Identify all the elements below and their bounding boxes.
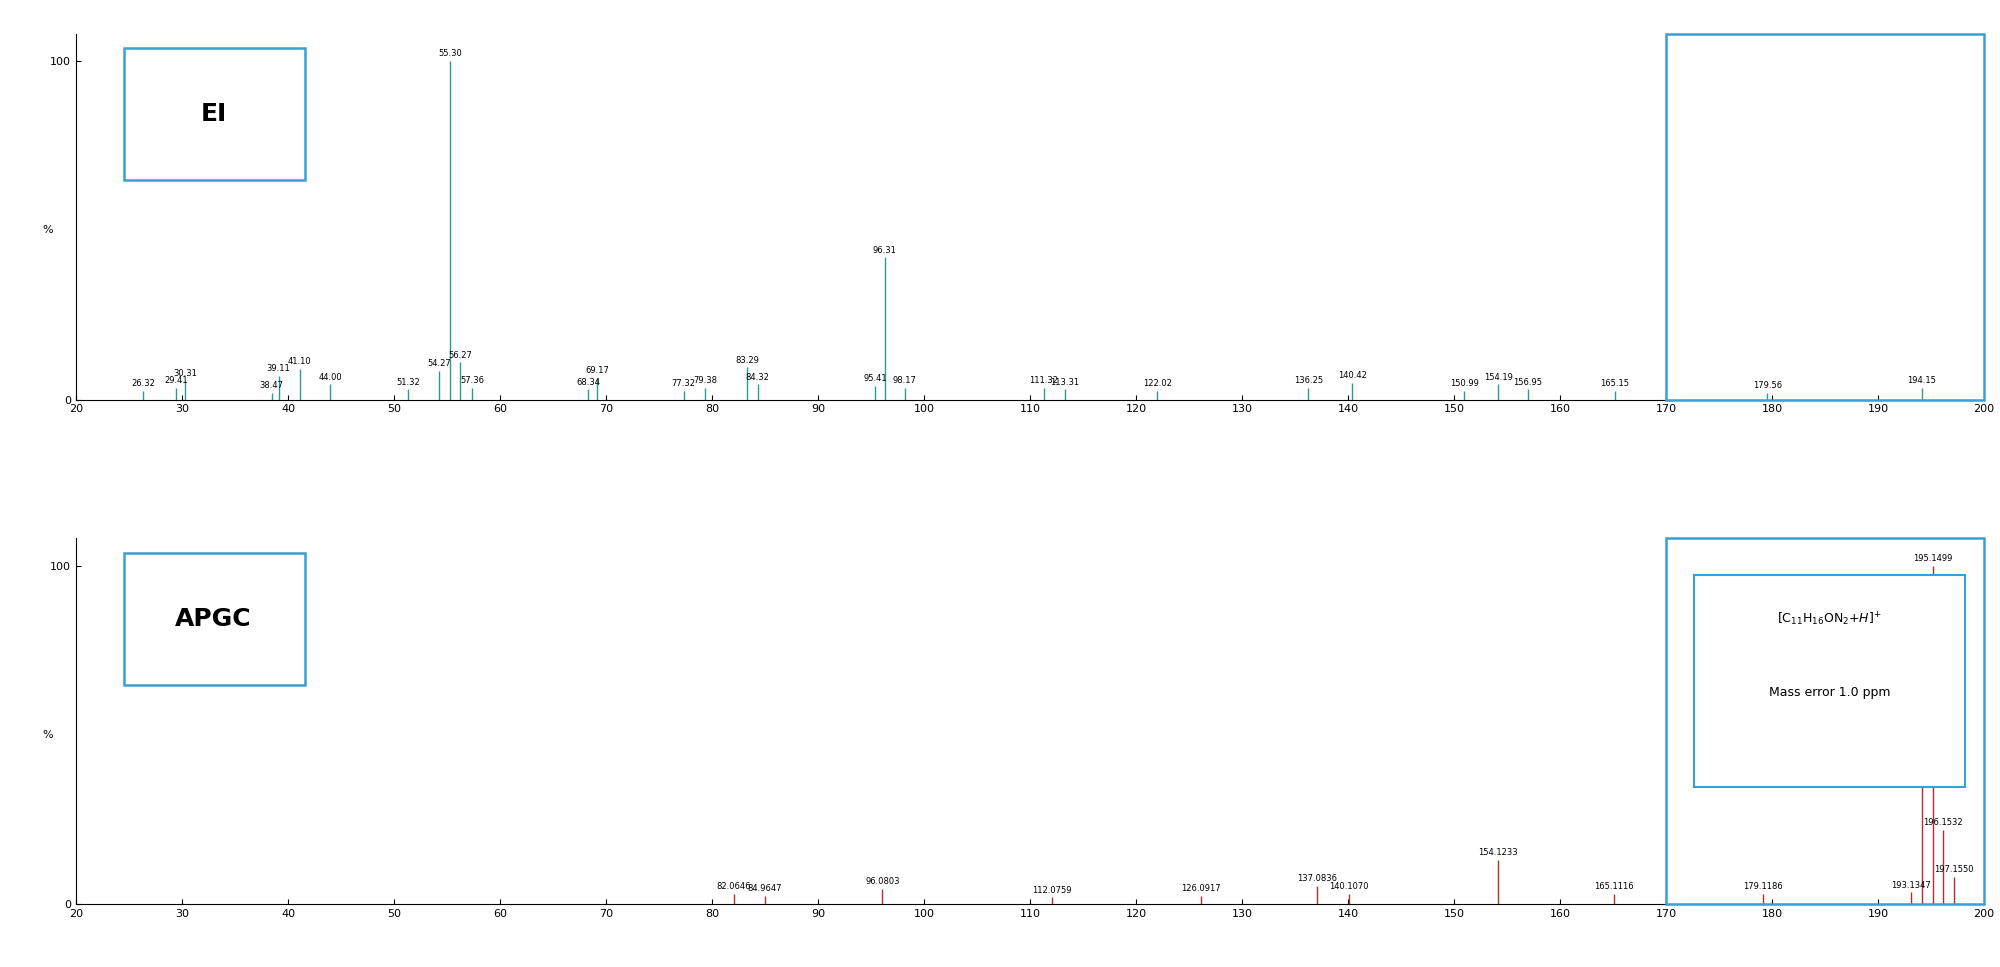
FancyBboxPatch shape (124, 553, 304, 685)
Text: 156.95: 156.95 (1514, 378, 1542, 387)
Text: 83.29: 83.29 (734, 356, 758, 365)
Text: 82.0646: 82.0646 (716, 882, 752, 892)
Text: 196.1532: 196.1532 (1924, 818, 1964, 827)
Text: 44.00: 44.00 (318, 372, 342, 382)
Text: 197.1550: 197.1550 (1934, 865, 1974, 874)
Text: 96.31: 96.31 (872, 246, 896, 254)
Bar (1666, 34, 1984, 399)
Text: 55.30: 55.30 (438, 49, 462, 58)
Bar (1666, 539, 1984, 904)
Text: 113.31: 113.31 (1050, 378, 1080, 387)
Text: 57.36: 57.36 (460, 376, 484, 385)
Text: 165.1116: 165.1116 (1594, 882, 1634, 892)
Text: %: % (42, 225, 54, 235)
Text: %: % (42, 730, 54, 740)
Text: 29.41: 29.41 (164, 376, 188, 385)
Text: 154.19: 154.19 (1484, 372, 1512, 382)
Text: 54.27: 54.27 (428, 359, 452, 368)
Text: Mass error 1.0 ppm: Mass error 1.0 ppm (1768, 686, 1890, 698)
Text: 140.42: 140.42 (1338, 371, 1366, 380)
Text: 140.1070: 140.1070 (1330, 882, 1368, 892)
Text: 30.31: 30.31 (174, 369, 198, 378)
Text: 150.99: 150.99 (1450, 379, 1478, 389)
Text: 39.11: 39.11 (266, 365, 290, 373)
Text: 179.56: 179.56 (1752, 381, 1782, 390)
Text: 26.32: 26.32 (132, 379, 154, 389)
Text: 194.15: 194.15 (1908, 376, 1936, 385)
Text: 68.34: 68.34 (576, 378, 600, 387)
Text: 84.32: 84.32 (746, 372, 770, 382)
Text: 137.0836: 137.0836 (1298, 874, 1338, 883)
Text: 98.17: 98.17 (892, 376, 916, 385)
Text: 195.1499: 195.1499 (1912, 554, 1952, 563)
Text: 77.32: 77.32 (672, 379, 696, 389)
Text: 165.15: 165.15 (1600, 379, 1630, 389)
Text: 126.0917: 126.0917 (1180, 884, 1220, 893)
FancyBboxPatch shape (124, 48, 304, 180)
FancyBboxPatch shape (1694, 575, 1964, 787)
Text: 96.0803: 96.0803 (866, 877, 900, 886)
Text: 84.9647: 84.9647 (748, 884, 782, 893)
Text: 69.17: 69.17 (586, 366, 610, 375)
Text: 51.32: 51.32 (396, 378, 420, 387)
Text: 111.32: 111.32 (1030, 376, 1058, 385)
Text: 112.0759: 112.0759 (1032, 886, 1072, 894)
Text: 136.25: 136.25 (1294, 376, 1322, 385)
Text: 154.1233: 154.1233 (1478, 848, 1518, 858)
Text: 56.27: 56.27 (448, 351, 472, 360)
Text: 194.1422: 194.1422 (1902, 750, 1942, 759)
Text: 38.47: 38.47 (260, 381, 284, 390)
Text: $[\mathrm{C}_{11}\mathrm{H}_{16}\mathrm{ON}_{2}{+H}]^{+}$: $[\mathrm{C}_{11}\mathrm{H}_{16}\mathrm{… (1778, 610, 1882, 628)
Text: APGC: APGC (176, 607, 252, 630)
Text: 193.1347: 193.1347 (1892, 881, 1932, 890)
Text: 122.02: 122.02 (1142, 379, 1172, 389)
Text: 79.38: 79.38 (694, 376, 718, 385)
Text: 179.1186: 179.1186 (1742, 882, 1782, 892)
Text: 95.41: 95.41 (864, 374, 888, 383)
Text: EI: EI (200, 103, 226, 127)
Text: 41.10: 41.10 (288, 358, 312, 366)
